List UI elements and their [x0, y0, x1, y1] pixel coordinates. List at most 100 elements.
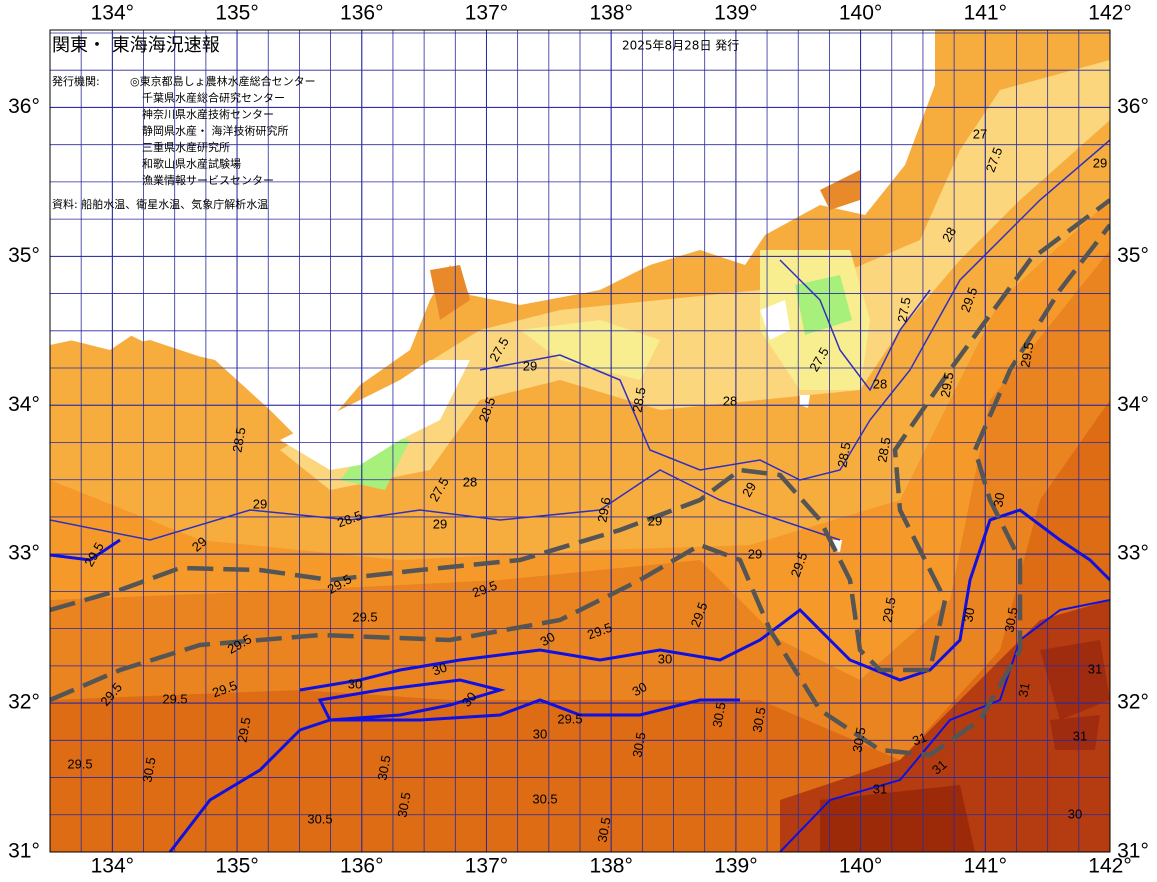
contour-label: 27 — [973, 126, 987, 141]
contour-label: 31 — [1073, 728, 1087, 743]
x-tick-label-bottom: 137° — [465, 855, 508, 878]
issuer: 三重県水産研究所 — [142, 140, 230, 154]
contour-label: 30 — [1068, 806, 1082, 821]
coolest-zone — [340, 275, 852, 490]
contour-label: 28.5 — [229, 426, 248, 454]
cool-zone — [520, 250, 870, 390]
contour-label: 28.5 — [834, 441, 853, 469]
y-tick-label-right: 36° — [1117, 95, 1149, 118]
contour-30 — [299, 508, 1110, 692]
zone-hotter — [50, 400, 1110, 852]
x-tick-label-top: 142° — [1088, 2, 1131, 25]
contour-line — [50, 469, 841, 541]
contour-label: 29.5 — [162, 691, 187, 706]
y-tick-label-left: 33° — [8, 542, 40, 565]
contour-label: 30 — [537, 629, 557, 649]
contour-label: 28 — [939, 224, 959, 244]
contour-label: 30.5 — [709, 701, 728, 729]
contour-label: 28 — [463, 474, 477, 489]
kuroshio-axis — [50, 223, 1110, 758]
x-tick-label-bottom: 138° — [589, 855, 632, 878]
title: 関東・ 東海海況速報 — [52, 35, 220, 56]
x-tick-label-top: 138° — [589, 2, 632, 25]
x-tick-label-top: 136° — [340, 2, 383, 25]
contour-label: 30 — [430, 659, 449, 678]
contour-label: 30.5 — [629, 731, 648, 759]
x-tick-label-bottom: 142° — [1088, 855, 1131, 878]
y-tick-label-right: 31° — [1117, 840, 1149, 863]
contour-line — [479, 139, 1110, 481]
contour-label: 30 — [629, 679, 649, 699]
issuer: 静岡県水産・ 海洋技術研究所 — [142, 124, 289, 138]
y-tick-label-left: 36° — [8, 95, 40, 118]
contour-label: 28.5 — [874, 436, 893, 464]
issuer: 千葉県水産総合研究センター — [142, 91, 285, 105]
contour-30 — [168, 698, 740, 852]
x-tick-label-bottom: 139° — [714, 855, 757, 878]
contour-label: 29.5 — [67, 756, 92, 771]
contour-label: 30 — [960, 606, 977, 623]
land — [70, 300, 140, 350]
map-area: 2727.5282929.529.5282827.527.527.52928.5… — [50, 30, 1110, 852]
land — [50, 30, 935, 440]
contour-label: 30 — [658, 651, 672, 666]
issuers: ◎東京都島しょ農林水産総合センター千葉県水産総合研究センター神奈川県水産技術セン… — [130, 74, 316, 187]
contour-label: 31 — [910, 729, 929, 748]
x-tick-label-top: 135° — [215, 2, 258, 25]
y-tick-label-left: 34° — [8, 393, 40, 416]
contour-label: 30 — [348, 676, 362, 691]
contour-label: 30 — [533, 726, 547, 741]
issuer: 神奈川県水産技術センター — [142, 107, 274, 121]
contour-label: 30.5 — [1001, 606, 1020, 634]
contour-label: 27.5 — [894, 296, 913, 324]
contour-label: 29.5 — [937, 371, 956, 399]
contour-label: 31 — [873, 781, 887, 796]
contour-label: 29 — [523, 358, 537, 373]
contours — [50, 139, 1110, 852]
issuers-label: 発行機関: — [52, 74, 100, 88]
contour-label: 30.5 — [749, 706, 768, 734]
contour-label: 29 — [648, 513, 662, 528]
contour-label: 30 — [990, 491, 1007, 508]
contour-label: 29 — [1093, 155, 1107, 170]
contour-label: 30.5 — [307, 811, 332, 826]
y-tick-label-right: 35° — [1117, 244, 1149, 267]
contour-label: 29 — [433, 516, 447, 531]
island — [760, 300, 842, 552]
y-tick-label-right: 32° — [1117, 691, 1149, 714]
y-tick-label-right: 33° — [1117, 542, 1149, 565]
x-tick-label-bottom: 136° — [340, 855, 383, 878]
x-tick-label-bottom: 135° — [215, 855, 258, 878]
contour-31 — [779, 599, 1110, 852]
y-tick-label-left: 31° — [8, 840, 40, 863]
contour-label: 29.5 — [1017, 341, 1036, 369]
y-tick-label-left: 32° — [8, 691, 40, 714]
map-frame — [49, 29, 1111, 853]
contour-label: 29.5 — [557, 711, 582, 726]
contour-label: 30.5 — [394, 791, 413, 819]
source: 資料: 船舶水温、衛星水温、気象庁解析水温 — [52, 197, 268, 211]
contour-label: 29 — [739, 479, 759, 499]
contour-label: 29.5 — [234, 716, 253, 744]
kuroshio-edge — [50, 198, 1110, 673]
contour-label: 28 — [723, 393, 737, 408]
y-tick-label-left: 35° — [8, 244, 40, 267]
issuer: 和歌山県水産試験場 — [142, 157, 241, 171]
contour-label: 29.5 — [879, 596, 898, 624]
contour-line — [779, 259, 931, 392]
grid — [50, 30, 1110, 852]
x-tick-label-top: 134° — [91, 2, 134, 25]
issuer: 漁業情報サービスセンター — [142, 173, 274, 187]
x-tick-label-bottom: 134° — [91, 855, 134, 878]
contour-label: 31 — [1088, 661, 1102, 676]
contour-label: 29 — [748, 546, 762, 561]
contour-label: 29.5 — [352, 609, 377, 624]
contour-label: 28.5 — [629, 386, 648, 414]
zone-peak — [1040, 640, 1110, 750]
contour-label: 29 — [253, 496, 267, 511]
contour-label: 30.5 — [849, 726, 868, 754]
x-tick-label-top: 140° — [839, 2, 882, 25]
contour-label: 30.5 — [374, 754, 393, 782]
